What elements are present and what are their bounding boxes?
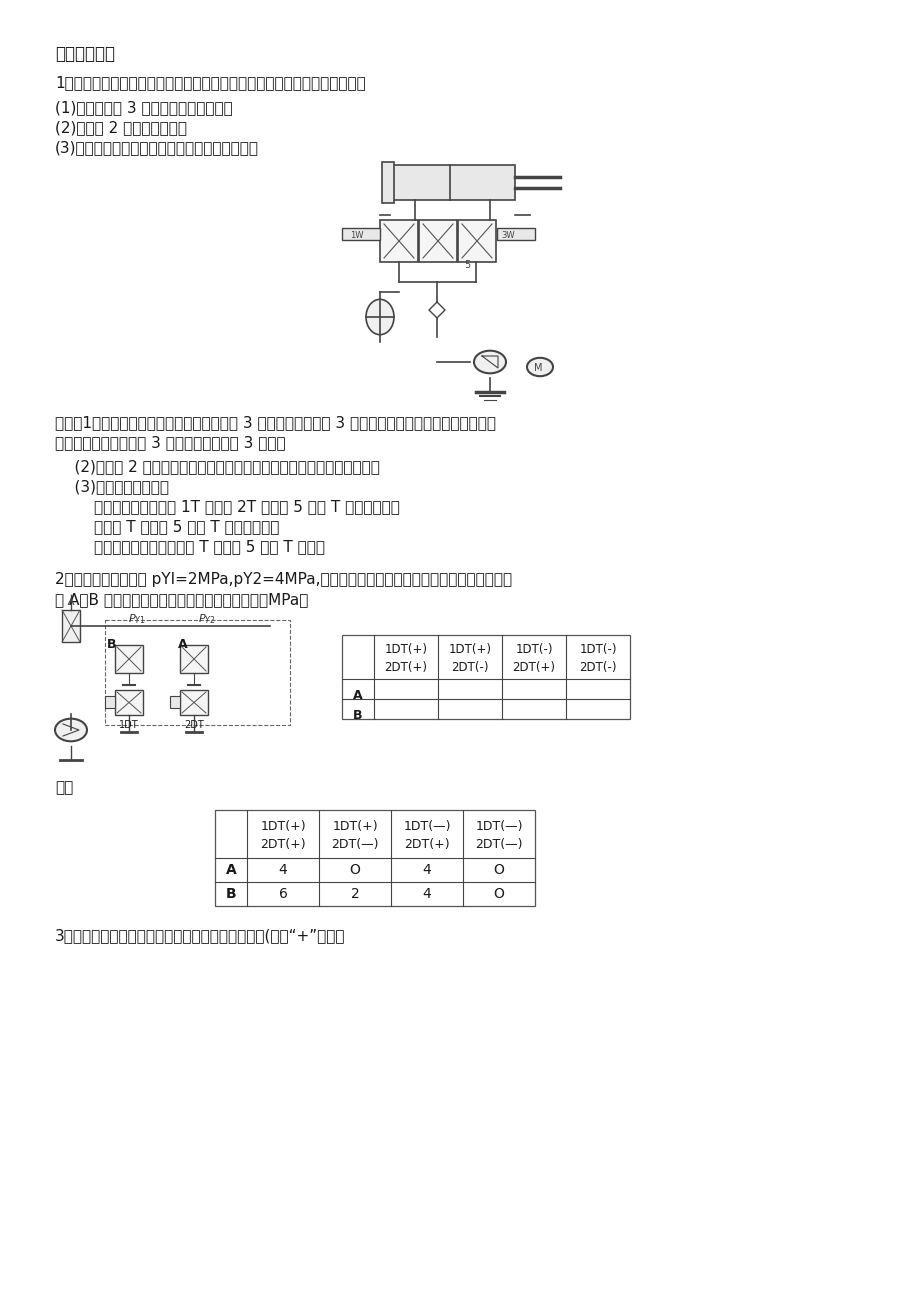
Text: (2)单向阀 2 的作用是什么？: (2)单向阀 2 的作用是什么？ [55, 120, 187, 135]
Text: 2、在图示回路中，如 pYI=2MPa,pY2=4MPa,厕荷时的各种压力损失均可忽略不计，试列表表: 2、在图示回路中，如 pYI=2MPa,pY2=4MPa,厕荷时的各种压力损失均… [55, 572, 512, 587]
Text: A: A [353, 690, 362, 703]
Text: B: B [107, 637, 117, 650]
Text: 2DT(+): 2DT(+) [260, 838, 305, 851]
Text: 1DT(—): 1DT(—) [475, 820, 522, 833]
Text: 2DT(—): 2DT(—) [331, 838, 379, 851]
Text: $P_{Y2}$: $P_{Y2}$ [198, 611, 215, 626]
Text: 进油路线为：液压泵 1T 单向阀 2T 换向阀 5 左位 T 油缸无杆腿。: 进油路线为：液压泵 1T 单向阀 2T 换向阀 5 左位 T 油缸无杆腿。 [55, 500, 400, 514]
Text: 1DT(-): 1DT(-) [515, 643, 552, 656]
Text: 1DT(+): 1DT(+) [384, 643, 427, 656]
Text: 1DT(+): 1DT(+) [448, 643, 491, 656]
Bar [105, 621, 289, 725]
Text: 1W: 1W [349, 232, 363, 241]
Text: M: M [533, 363, 541, 373]
Text: 解：: 解： [55, 781, 74, 795]
Text: O: O [493, 863, 504, 877]
Bar [342, 635, 630, 719]
Text: (3)活塞向右运动时：: (3)活塞向右运动时： [55, 479, 169, 494]
Text: 2DT: 2DT [184, 719, 203, 730]
Bar [380, 220, 417, 262]
Bar [180, 690, 208, 716]
Text: 2DT(+): 2DT(+) [512, 661, 555, 674]
Text: 1DT(-): 1DT(-) [579, 643, 616, 656]
Bar [390, 165, 515, 200]
Text: 1DT(+): 1DT(+) [332, 820, 378, 833]
Bar [342, 228, 380, 239]
Bar [418, 220, 457, 262]
Text: (3)分析活塞向右运动时的进油路线和回油路线。: (3)分析活塞向右运动时的进油路线和回油路线。 [55, 141, 259, 155]
Bar [381, 163, 393, 203]
Text: 蓄能器 T 换向阀 5 左位 T 油缸无杆腿。: 蓄能器 T 换向阀 5 左位 T 油缸无杆腿。 [55, 519, 279, 533]
Bar [215, 811, 535, 905]
Text: A: A [177, 637, 187, 650]
Text: B: B [225, 887, 236, 902]
Text: 2DT(-): 2DT(-) [450, 661, 488, 674]
Ellipse shape [527, 358, 552, 376]
Text: 回油路线为：油缸有杆腿 T 换向阀 5 左位 T 油筱。: 回油路线为：油缸有杆腿 T 换向阀 5 左位 T 油筱。 [55, 539, 324, 554]
Text: B: B [353, 709, 362, 722]
Bar [496, 228, 535, 239]
Text: O: O [349, 863, 360, 877]
Text: O: O [493, 887, 504, 902]
Ellipse shape [366, 299, 393, 334]
Text: 1DT: 1DT [119, 719, 139, 730]
Text: 2: 2 [350, 887, 359, 902]
Bar [180, 645, 208, 673]
Bar [115, 645, 142, 673]
Text: 3W: 3W [501, 232, 514, 241]
Text: (1)液控顺序阀 3 何时开启，何时关闭？: (1)液控顺序阀 3 何时开启，何时关闭？ [55, 100, 233, 114]
Text: 的油压低于液控顺序阀 3 的调定压力时，阀 3 关闭。: 的油压低于液控顺序阀 3 的调定压力时，阀 3 关闭。 [55, 435, 285, 450]
Text: 1、下图所示液压系统是采用蓄能器实现快速运动的回路，试回答下列问题：: 1、下图所示液压系统是采用蓄能器实现快速运动的回路，试回答下列问题： [55, 75, 366, 90]
Ellipse shape [55, 718, 87, 742]
Bar [115, 690, 142, 716]
Text: 2DT(+): 2DT(+) [384, 661, 427, 674]
Text: 4: 4 [278, 863, 287, 877]
Text: 4: 4 [422, 887, 431, 902]
Text: 1DT(+): 1DT(+) [260, 820, 305, 833]
Text: A: A [225, 863, 236, 877]
Text: 6: 6 [278, 887, 287, 902]
Text: 1DT(—): 1DT(—) [403, 820, 450, 833]
Bar [170, 696, 180, 708]
Text: 3、如图所示的液压回路，试列出电磁铁动作顺序表(通电“+”，失电: 3、如图所示的液压回路，试列出电磁铁动作顺序表(通电“+”，失电 [55, 928, 346, 943]
Text: (2)单向阀 2 的作用是防止液压泵厕荷时蓄能器内的油液向液压泵倒流。: (2)单向阀 2 的作用是防止液压泵厕荷时蓄能器内的油液向液压泵倒流。 [55, 459, 380, 474]
Text: 六、同路分析: 六、同路分析 [55, 46, 115, 62]
Bar [105, 696, 115, 708]
Text: 2DT(—): 2DT(—) [475, 838, 522, 851]
Text: 2DT(-): 2DT(-) [579, 661, 616, 674]
Text: 答：（1）当蓄能器内的油压达到液控顺序阀 3 的调定压力时，阀 3 被打开，使液压泵厕荷。当蓄能器内: 答：（1）当蓄能器内的油压达到液控顺序阀 3 的调定压力时，阀 3 被打开，使液… [55, 415, 495, 431]
Ellipse shape [473, 351, 505, 373]
Text: 示 A、B 两点处在不同工况下的压力値。（单位：MPa）: 示 A、B 两点处在不同工况下的压力値。（单位：MPa） [55, 592, 308, 608]
Text: $P_{Y1}$: $P_{Y1}$ [128, 611, 145, 626]
Bar [62, 610, 80, 641]
Text: 5: 5 [463, 260, 470, 271]
Bar [458, 220, 495, 262]
Text: 4: 4 [422, 863, 431, 877]
Text: 2DT(+): 2DT(+) [403, 838, 449, 851]
